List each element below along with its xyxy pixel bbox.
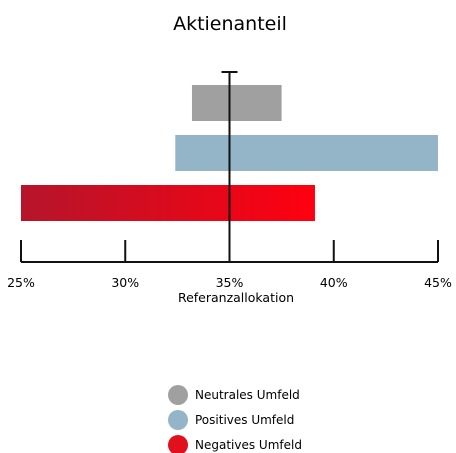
bar-neutrales-umfeld xyxy=(191,85,282,121)
bar-positives-umfeld xyxy=(175,135,439,171)
x-tick-label: 30% xyxy=(111,275,139,290)
x-axis: 25% 30% 35% 40% 45% xyxy=(7,71,452,290)
legend-label: Neutrales Umfeld xyxy=(195,388,300,402)
x-tick-label: 40% xyxy=(320,275,348,290)
bar-negatives-umfeld xyxy=(21,185,315,221)
x-axis-label: Referanzallokation xyxy=(178,290,294,305)
legend-label: Negatives Umfeld xyxy=(195,438,302,452)
bars-group xyxy=(21,85,439,221)
x-tick-label: 45% xyxy=(424,275,452,290)
x-tick-label: 25% xyxy=(7,275,35,290)
legend: Neutrales Umfeld Positives Umfeld Negative… xyxy=(168,385,302,453)
chart-title: Aktienanteil xyxy=(173,13,287,35)
legend-swatch xyxy=(168,410,188,430)
legend-swatch xyxy=(168,385,188,405)
legend-label: Positives Umfeld xyxy=(195,413,294,427)
x-tick-label: 35% xyxy=(216,275,244,290)
legend-swatch xyxy=(168,435,188,453)
